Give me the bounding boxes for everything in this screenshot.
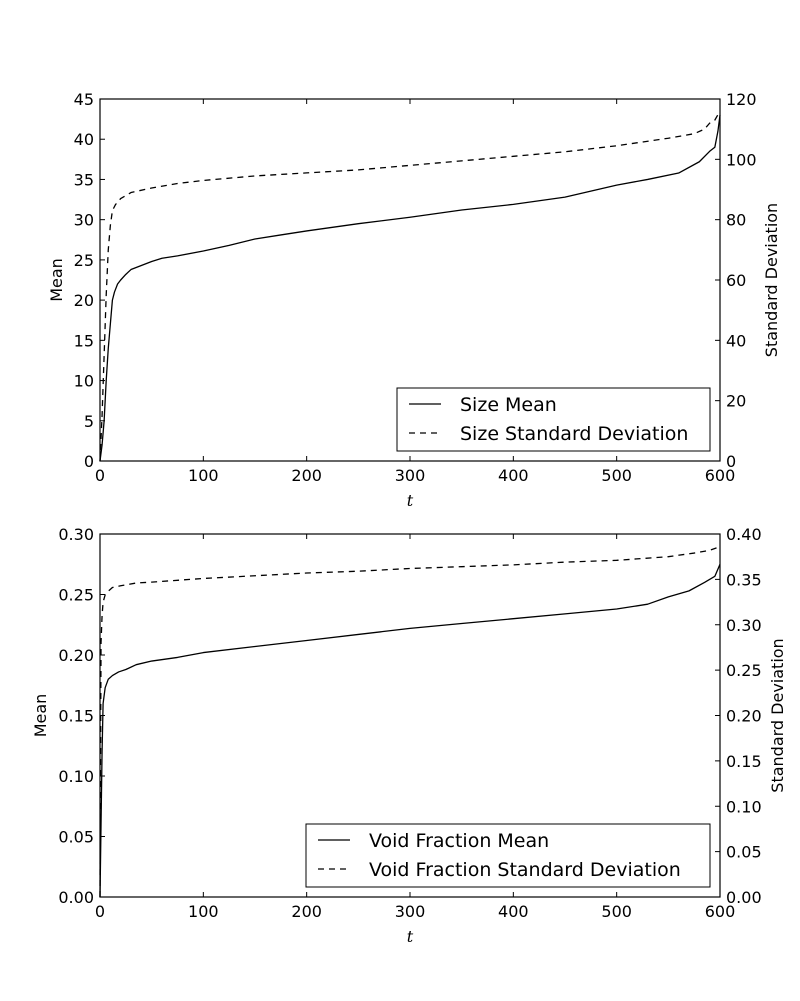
chart1-y-right-tick-label: 60 [726,271,746,290]
chart2-y-right-tick-label: 0.40 [726,525,762,544]
chart1-y-left-tick-label: 25 [74,251,94,270]
chart2-y-right-tick-label: 0.10 [726,797,762,816]
chart1-x-tick-label: 300 [395,466,426,485]
chart2-x-tick-label: 0 [95,902,105,921]
chart1-y-left-tick-label: 30 [74,211,94,230]
chart1-y-left-label: Mean [47,258,66,302]
chart2-y-left-tick-label: 0.20 [58,646,94,665]
chart2-x-tick-label: 300 [395,902,426,921]
chart2-y-right-tick-label: 0.35 [726,570,762,589]
chart1-legend-box [396,387,711,452]
chart2-y-left-tick-label: 0.25 [58,586,94,605]
chart1-y-left-tick-label: 0 [84,452,94,471]
chart1-x-tick-label: 600 [705,466,736,485]
chart2-legend-label-2: Void Fraction Standard Deviation [369,859,681,881]
chart1-series-1-line [99,115,721,462]
chart2-x-tick-label: 100 [188,902,219,921]
chart2-y-right-tick-label: 0.30 [726,616,762,635]
chart2-legend-box [305,823,711,888]
chart2-y-left-tick-label: 0.00 [58,888,94,907]
chart2-x-axis-label: t [407,927,414,946]
chart1-y-right-tick-label: 40 [726,331,746,350]
chart2-series-2-line [99,546,721,898]
chart1-legend-label-1: Size Mean [460,394,557,416]
chart2-x-tick-label: 400 [498,902,529,921]
chart1-y-left-tick-label: 15 [74,331,94,350]
chart1-y-left-tick-label: 5 [84,412,94,431]
chart1-legend-label-2: Size Standard Deviation [460,423,688,445]
chart1-x-tick-label: 500 [601,466,632,485]
chart2-y-right-tick-label: 0.05 [726,843,762,862]
chart1-y-right-tick-label: 120 [726,90,757,109]
chart2-y-left-tick-label: 0.30 [58,525,94,544]
chart1-x-tick-label: 100 [188,466,219,485]
chart2-y-right-tick-label: 0.15 [726,752,762,771]
chart1-y-right-tick-label: 0 [726,452,736,471]
chart1-x-tick-label: 400 [498,466,529,485]
chart1-y-left-tick-label: 10 [74,372,94,391]
chart1-y-left-tick-label: 45 [74,90,94,109]
chart2-y-right-tick-label: 0.25 [726,661,762,680]
chart1-x-tick-label: 0 [95,466,105,485]
chart2-x-tick-label: 500 [601,902,632,921]
chart1-y-right-tick-label: 100 [726,150,757,169]
chart1-y-right-tick-label: 80 [726,211,746,230]
chart1-x-tick-label: 200 [291,466,322,485]
chart2-series-1-line [99,563,721,898]
chart1-y-right-tick-label: 20 [726,392,746,411]
chart2-y-left-label: Mean [31,694,50,738]
chart2-legend-label-1: Void Fraction Mean [369,830,549,852]
chart1-y-left-tick-label: 35 [74,170,94,189]
chart2-x-tick-label: 200 [291,902,322,921]
chart1-y-right-label: Standard Deviation [762,203,781,357]
chart2-y-left-tick-label: 0.15 [58,707,94,726]
chart1-y-left-tick-label: 40 [74,130,94,149]
chart2-y-right-label: Standard Deviation [768,638,787,792]
chart2-y-right-tick-label: 0.20 [726,707,762,726]
chart1-x-axis-label: t [407,491,414,510]
chart2-y-left-tick-label: 0.05 [58,828,94,847]
chart1-y-left-tick-label: 20 [74,291,94,310]
chart2-y-right-tick-label: 0.00 [726,888,762,907]
chart2-x-tick-label: 600 [705,902,736,921]
chart2-y-left-tick-label: 0.10 [58,767,94,786]
